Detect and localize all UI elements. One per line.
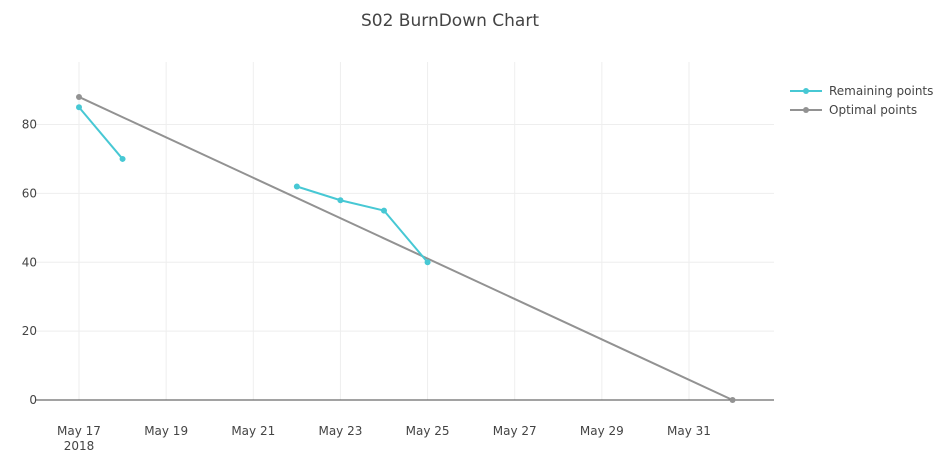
legend[interactable]: Remaining points Optimal points xyxy=(790,84,933,117)
legend-item-optimal-points[interactable]: Optimal points xyxy=(790,103,917,117)
remaining-points-point xyxy=(119,155,126,162)
x-tick-label: May 31 xyxy=(667,424,711,438)
legend-label: Remaining points xyxy=(829,84,933,98)
remaining-points-line xyxy=(296,185,429,263)
y-tick-label: 40 xyxy=(22,255,37,269)
legend-swatch-marker xyxy=(803,88,809,94)
series-plot xyxy=(76,93,736,403)
y-tick-label: 80 xyxy=(22,118,37,132)
remaining-points-point xyxy=(424,259,431,266)
chart-title: S02 BurnDown Chart xyxy=(361,11,539,31)
legend-item-remaining-points[interactable]: Remaining points xyxy=(790,84,933,98)
optimal-points-point xyxy=(729,397,736,403)
optimal-points-point xyxy=(76,93,82,100)
remaining-points-point xyxy=(381,207,387,214)
legend-label: Optimal points xyxy=(829,103,917,117)
x-tick-sublabel: 2018 xyxy=(64,439,95,453)
grid xyxy=(36,62,774,401)
x-tick-label: May 29 xyxy=(580,424,624,438)
x-tick-label: May 19 xyxy=(144,424,188,438)
x-tick-label: May 27 xyxy=(493,424,537,438)
x-tick-label: May 17 xyxy=(57,424,101,438)
x-tick-label: May 23 xyxy=(318,424,362,438)
x-tick-label: May 21 xyxy=(231,424,275,438)
y-tick-label: 20 xyxy=(22,324,37,338)
remaining-points-point xyxy=(337,197,344,204)
remaining-points-line xyxy=(78,106,124,160)
y-tick-label: 0 xyxy=(29,393,37,407)
remaining-points-point xyxy=(76,104,82,111)
optimal-points-line xyxy=(78,96,733,401)
y-axis-ticks: 0 20 40 60 80 xyxy=(22,118,37,408)
x-tick-label: May 25 xyxy=(406,424,450,438)
remaining-points-point xyxy=(293,183,300,190)
legend-swatch-marker xyxy=(803,107,809,113)
y-tick-label: 60 xyxy=(22,186,37,200)
